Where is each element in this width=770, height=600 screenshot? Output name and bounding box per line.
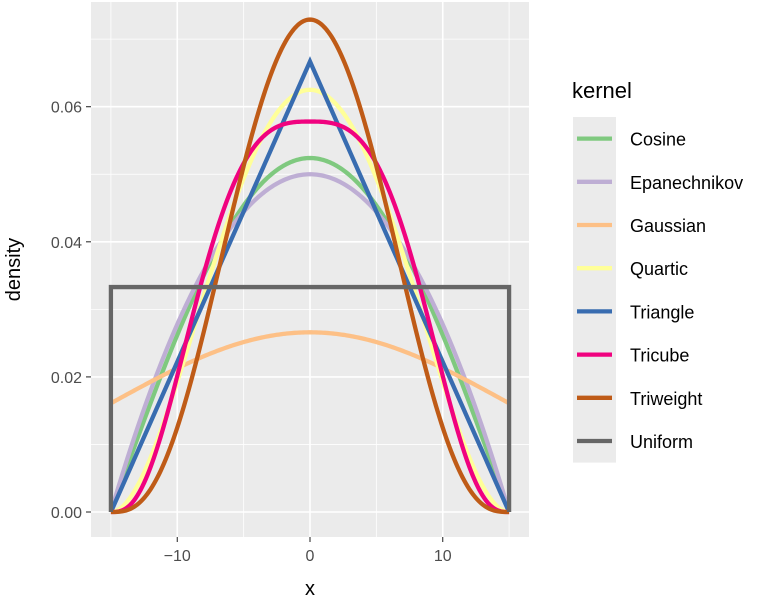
legend-label-cosine: Cosine [630, 130, 686, 150]
legend-title: kernel [572, 78, 632, 103]
x-tick-label: 10 [434, 548, 452, 565]
series-line-uniform [108, 284, 512, 513]
legend-label-triweight: Triweight [630, 389, 702, 409]
x-axis-title: x [305, 578, 315, 600]
y-axis-title: density [3, 238, 25, 301]
y-tick-label: 0.00 [51, 505, 82, 522]
tick-labels: −10 0 10 0.00 0.02 0.04 0.06 [51, 100, 452, 565]
major-gridlines [91, 2, 529, 537]
series-line-epanechnikov [108, 172, 512, 513]
legend-label-tricube: Tricube [630, 346, 689, 366]
x-tick-label: −10 [164, 548, 191, 565]
series-line-cosine [108, 155, 512, 513]
y-tick-label: 0.02 [51, 370, 82, 387]
series-line-triweight [110, 17, 510, 515]
legend-label-epanechnikov: Epanechnikov [630, 173, 743, 193]
x-tick-label: 0 [306, 548, 315, 565]
legend-label-triangle: Triangle [630, 302, 694, 322]
legend-label-uniform: Uniform [630, 432, 693, 452]
y-tick-label: 0.04 [51, 235, 82, 252]
legend-label-quartic: Quartic [630, 259, 688, 279]
y-tick-label: 0.06 [51, 100, 82, 117]
series-line-triangle [108, 56, 512, 513]
legend: Cosine Epanechnikov Gaussian Quartic Triangl… [577, 130, 743, 452]
legend-label-gaussian: Gaussian [630, 216, 706, 236]
legend-key-background [573, 117, 616, 463]
series-line-tricube [110, 119, 510, 515]
series-lines [108, 17, 512, 515]
axis-ticks [86, 106, 444, 542]
